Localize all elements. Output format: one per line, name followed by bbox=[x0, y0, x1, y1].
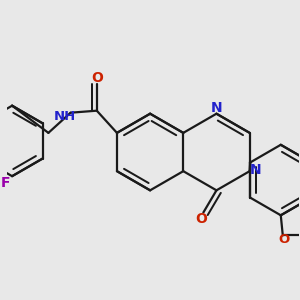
Text: O: O bbox=[91, 71, 103, 85]
Text: N: N bbox=[250, 163, 262, 177]
Text: O: O bbox=[195, 212, 207, 226]
Text: N: N bbox=[211, 101, 222, 115]
Text: NH: NH bbox=[54, 110, 76, 123]
Text: F: F bbox=[0, 176, 10, 190]
Text: O: O bbox=[278, 233, 290, 246]
